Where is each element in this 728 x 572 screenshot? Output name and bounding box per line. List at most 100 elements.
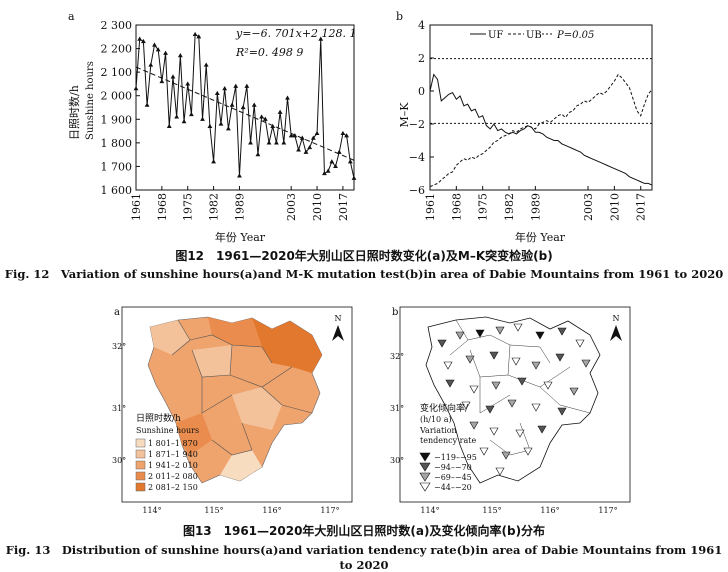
station-marker: [555, 353, 565, 362]
data-point: [170, 74, 176, 79]
panel-label-b: b: [392, 307, 398, 318]
x-tick-label: 1968: [450, 193, 463, 221]
station-marker: [543, 381, 553, 390]
legend-marker: [419, 452, 431, 462]
x-tick-label: 1975: [182, 193, 195, 221]
svg-text:N: N: [613, 314, 620, 323]
x-tick-label: 2003: [582, 193, 595, 221]
data-point: [177, 53, 183, 58]
y-tick-label: 2: [418, 52, 425, 65]
y-tick-label: 1 600: [101, 184, 133, 197]
figure-12-caption-cn: 图12 1961—2020年大别山区日照时数变化(a)及M–K突变检验(b): [175, 249, 553, 263]
data-point: [299, 135, 305, 140]
data-point: [181, 119, 187, 124]
data-point: [285, 95, 290, 100]
legend-label: 1 801–1 870: [148, 439, 198, 448]
x-tick-labels: 1961 1968 1975 1982 1989 2003 2010 2017: [130, 193, 350, 221]
data-point: [259, 114, 265, 119]
legend-ub: UB: [526, 30, 542, 41]
x-tick-label: 1989: [529, 193, 542, 221]
station-marker: [469, 421, 479, 430]
data-point: [270, 123, 276, 128]
data-point: [292, 133, 298, 138]
station-marker: [569, 387, 579, 396]
data-point: [262, 116, 268, 121]
x-tick-label: 2017: [635, 193, 648, 221]
data-point: [325, 168, 331, 173]
lat-label-31: 31°: [390, 404, 404, 413]
data-point: [303, 149, 309, 154]
plot-frame: [429, 24, 653, 191]
region-shape: [147, 316, 323, 484]
plot-frame: [135, 24, 355, 191]
legend-label: 2 011–2 080: [148, 472, 198, 481]
station-marker: [515, 429, 525, 438]
legend-swatch: [135, 438, 146, 448]
x-tick-label: 1989: [233, 193, 246, 221]
data-point: [166, 123, 172, 128]
lon-label-117: 117°: [320, 506, 339, 515]
data-point: [314, 130, 320, 136]
y-tick-label: −6: [409, 184, 425, 197]
map-legend: 变化倾向率/ (h/10 a) Variation tendency rate …: [419, 402, 477, 492]
legend-swatch: [135, 460, 146, 470]
data-point: [244, 83, 250, 88]
legend-marker: [419, 482, 431, 492]
data-point: [133, 86, 139, 91]
ylabel-mk: M–K: [398, 102, 411, 128]
data-point: [240, 104, 246, 110]
station-marker: [465, 355, 475, 364]
station-marker: [523, 447, 533, 456]
station-marker: [575, 339, 585, 348]
x-axis-label: 年份 Year: [515, 230, 566, 244]
y-tick-label: 4: [418, 19, 425, 32]
data-point: [318, 36, 324, 41]
chart-axes: [135, 24, 355, 191]
station-marker: [557, 407, 567, 416]
lon-label-115: 115°: [204, 506, 223, 515]
data-point: [344, 133, 350, 138]
y-tick-label: 2 100: [101, 66, 133, 79]
station-marker: [495, 467, 505, 476]
data-point: [192, 31, 198, 37]
station-marker: [445, 379, 455, 388]
station-marker: [507, 399, 517, 408]
lat-label-31: 31°: [112, 404, 126, 413]
data-point: [155, 47, 161, 52]
data-point: [218, 121, 224, 126]
north-arrow: N: [610, 314, 622, 341]
x-axis-label: 年份 Year: [215, 230, 266, 244]
station-marker: [581, 359, 591, 368]
lat-label-32: 32°: [390, 352, 404, 361]
data-point: [347, 159, 353, 164]
data-point: [211, 159, 216, 164]
data-point: [185, 81, 191, 86]
county-boundaries: [449, 319, 591, 456]
data-point: [251, 102, 257, 107]
data-point: [266, 140, 272, 145]
legend-swatch: [135, 482, 146, 492]
panel-label-a: a: [68, 10, 75, 23]
x-tick-label: 1982: [503, 193, 516, 221]
data-point: [322, 170, 327, 176]
legend-label: 2 081–2 150: [148, 483, 198, 492]
regression-equation: y=−6. 701x+2 128. 1: [235, 27, 357, 40]
y-tick-label: 0: [418, 85, 425, 98]
legend-uf: UF: [488, 30, 503, 41]
data-point: [207, 123, 213, 128]
data-point: [237, 173, 242, 178]
y-tick-labels: 1 600 1 700 1 800 1 900 2 000 2 100 2 200 2 300: [101, 19, 133, 197]
figure-13b-map: b N 32° 31° 30° 114° 115° 116° 117° 变化倾向…: [390, 306, 631, 515]
station-marker: [511, 357, 521, 366]
map-frame: [121, 306, 353, 503]
legend-marker: [419, 472, 431, 482]
data-point: [174, 114, 180, 119]
x-tick-label: 2003: [285, 193, 298, 221]
x-tick-label: 1975: [477, 193, 490, 221]
panel-label-a: a: [114, 307, 120, 318]
figure-13-caption-cn: 图13 1961—2020年大别山区日照时数(a)及变化倾向率(b)分布: [182, 524, 546, 538]
figure-12-caption-en: Fig. 12 Variation of sunshine hours(a)an…: [4, 267, 724, 281]
data-point: [189, 111, 194, 117]
y-tick-label: 2 000: [101, 90, 133, 103]
data-point: [329, 159, 335, 164]
